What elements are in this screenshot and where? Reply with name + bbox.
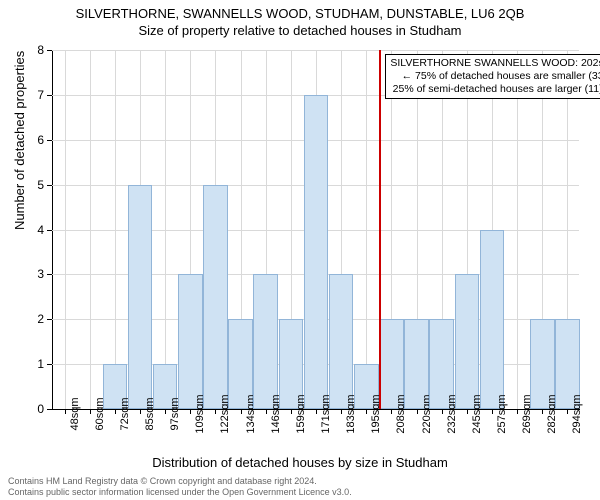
xtick-mark <box>517 409 518 414</box>
xtick-mark <box>215 409 216 414</box>
xtick-mark <box>165 409 166 414</box>
xtick-mark <box>567 409 568 414</box>
histogram-bar <box>455 274 480 409</box>
ytick-mark <box>47 95 52 96</box>
annotation-line-2: ← 75% of detached houses are smaller (33… <box>390 70 600 83</box>
ytick-label: 7 <box>24 88 44 102</box>
xtick-mark <box>391 409 392 414</box>
ytick-mark <box>47 230 52 231</box>
reference-marker-line <box>379 50 381 409</box>
annotation-line-1: SILVERTHORNE SWANNELLS WOOD: 202sqm <box>390 57 600 70</box>
xtick-mark <box>266 409 267 414</box>
xtick-mark <box>65 409 66 414</box>
ytick-mark <box>47 364 52 365</box>
xtick-mark <box>316 409 317 414</box>
xtick-mark <box>241 409 242 414</box>
chart-container: SILVERTHORNE, SWANNELLS WOOD, STUDHAM, D… <box>0 0 600 500</box>
ytick-label: 0 <box>24 402 44 416</box>
xtick-mark <box>467 409 468 414</box>
ytick-mark <box>47 50 52 51</box>
ytick-label: 8 <box>24 43 44 57</box>
chart-title-sub: Size of property relative to detached ho… <box>0 21 600 38</box>
gridline-v <box>65 50 66 409</box>
xtick-label: 48sqm <box>69 397 81 430</box>
gridline-v <box>165 50 166 409</box>
footer-attribution: Contains HM Land Registry data © Crown c… <box>8 476 352 498</box>
ytick-mark <box>47 185 52 186</box>
footer-line-2: Contains public sector information licen… <box>8 487 352 498</box>
xtick-mark <box>417 409 418 414</box>
ytick-mark <box>47 319 52 320</box>
ytick-label: 2 <box>24 312 44 326</box>
xtick-mark <box>492 409 493 414</box>
xtick-mark <box>90 409 91 414</box>
annotation-box: SILVERTHORNE SWANNELLS WOOD: 202sqm← 75%… <box>385 54 600 99</box>
xtick-mark <box>366 409 367 414</box>
ytick-label: 6 <box>24 133 44 147</box>
ytick-mark <box>47 409 52 410</box>
xtick-label: 294sqm <box>571 394 583 433</box>
gridline-v <box>366 50 367 409</box>
xtick-mark <box>542 409 543 414</box>
gridline-v <box>115 50 116 409</box>
gridline-v <box>517 50 518 409</box>
histogram-bar <box>253 274 278 409</box>
chart-plot-area: 01234567848sqm60sqm72sqm85sqm97sqm109sqm… <box>52 50 580 410</box>
xtick-mark <box>442 409 443 414</box>
xtick-mark <box>115 409 116 414</box>
xtick-mark <box>190 409 191 414</box>
ytick-mark <box>47 140 52 141</box>
annotation-line-3: 25% of semi-detached houses are larger (… <box>390 83 600 96</box>
gridline-v <box>90 50 91 409</box>
ytick-label: 3 <box>24 267 44 281</box>
histogram-bar <box>178 274 203 409</box>
xtick-mark <box>291 409 292 414</box>
xtick-mark <box>341 409 342 414</box>
histogram-bar <box>203 185 228 409</box>
xtick-label: 257sqm <box>496 394 508 433</box>
ytick-label: 4 <box>24 223 44 237</box>
ytick-label: 5 <box>24 178 44 192</box>
histogram-bar <box>304 95 329 409</box>
histogram-bar <box>480 230 505 410</box>
ytick-label: 1 <box>24 357 44 371</box>
chart-title-main: SILVERTHORNE, SWANNELLS WOOD, STUDHAM, D… <box>0 0 600 21</box>
histogram-bar <box>128 185 153 409</box>
x-axis-label: Distribution of detached houses by size … <box>0 455 600 470</box>
footer-line-1: Contains HM Land Registry data © Crown c… <box>8 476 352 487</box>
ytick-mark <box>47 274 52 275</box>
xtick-mark <box>140 409 141 414</box>
histogram-bar <box>329 274 354 409</box>
